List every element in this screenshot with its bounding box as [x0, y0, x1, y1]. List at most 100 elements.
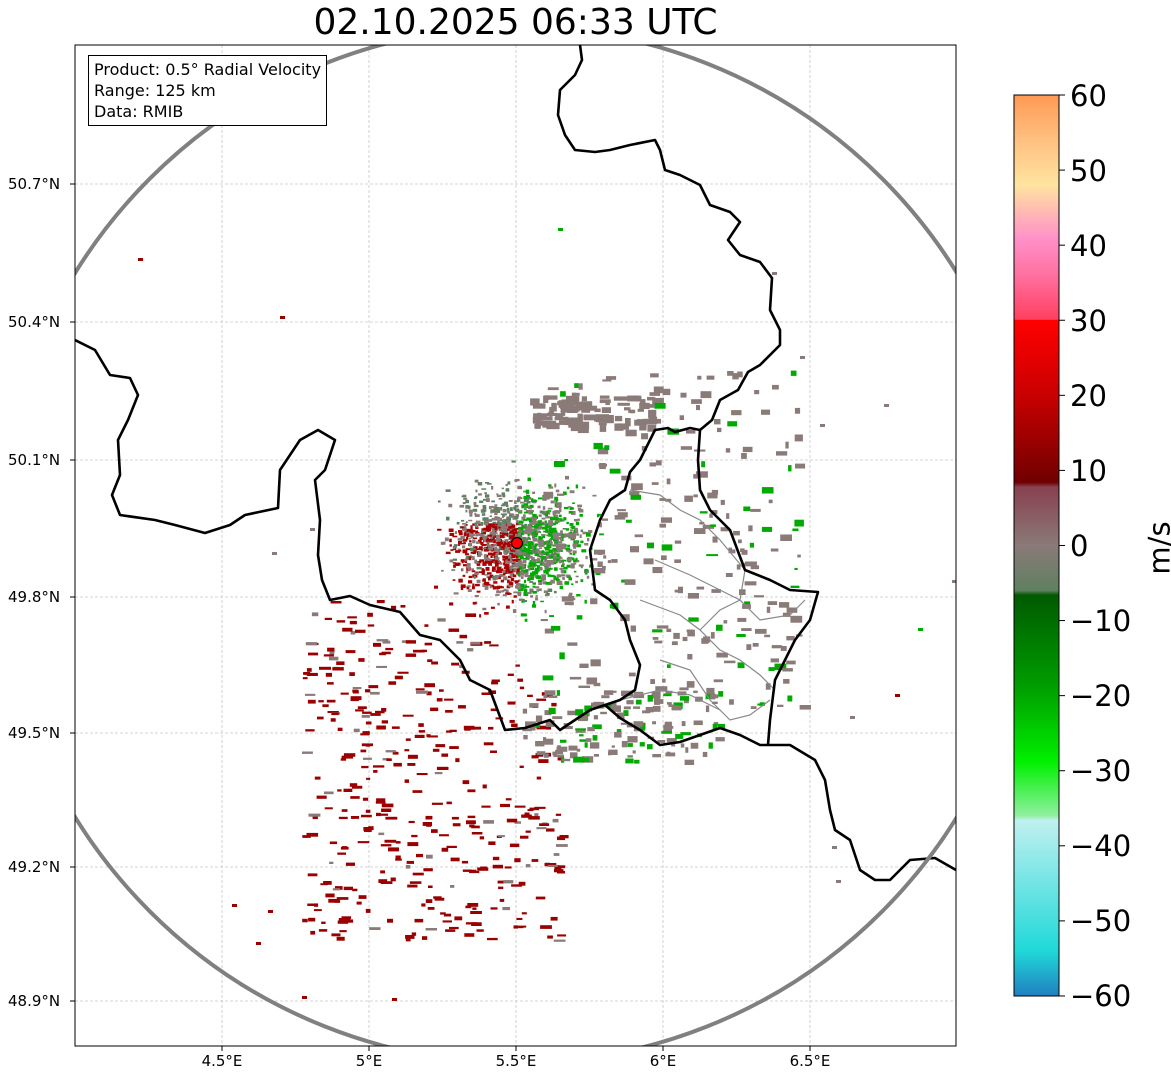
echo-cell — [502, 562, 506, 565]
echo-cell — [559, 567, 564, 570]
echo-cell — [474, 496, 478, 499]
echo-cell — [746, 644, 752, 650]
echo-cell — [388, 681, 397, 685]
echo-cell — [490, 750, 497, 753]
echo-cell — [507, 511, 511, 514]
echo-cell — [611, 745, 615, 748]
echo-cell — [454, 916, 463, 921]
echo-cell — [567, 506, 572, 508]
echo-cell — [313, 909, 322, 912]
echo-cell — [373, 642, 381, 647]
echo-cell — [895, 694, 900, 697]
echo-cell — [679, 415, 684, 420]
echo-cell — [355, 709, 364, 712]
echo-cell — [555, 521, 558, 525]
echo-cell — [575, 580, 578, 584]
echo-cell — [435, 744, 446, 748]
echo-cell — [302, 751, 313, 754]
echo-cell — [499, 517, 503, 521]
echo-cell — [661, 730, 672, 734]
echo-cell — [554, 503, 558, 508]
echo-cell — [573, 529, 579, 534]
echo-cell — [451, 662, 460, 666]
echo-cell — [407, 842, 419, 847]
echo-cell — [332, 888, 340, 891]
echo-cell — [562, 563, 565, 566]
echo-cell — [544, 547, 550, 551]
echo-cell — [318, 929, 328, 932]
echo-cell — [557, 836, 565, 841]
echo-cell — [792, 528, 799, 532]
echo-cell — [550, 916, 558, 921]
echo-cell — [493, 543, 498, 547]
echo-cell — [524, 585, 530, 588]
echo-cell — [425, 899, 433, 903]
echo-cell — [590, 558, 598, 561]
echo-cell — [307, 873, 318, 877]
echo-cell — [529, 574, 534, 577]
echo-cell — [521, 516, 526, 520]
echo-cell — [499, 585, 503, 589]
echo-cell — [505, 592, 511, 595]
echo-cell — [481, 571, 485, 575]
echo-cell — [554, 869, 564, 873]
echo-cell — [534, 535, 538, 538]
echo-cell — [472, 523, 475, 526]
echo-cell — [648, 409, 657, 419]
echo-cell — [453, 564, 456, 568]
echo-cell — [546, 568, 551, 572]
echo-cell — [314, 903, 319, 907]
echo-cell — [527, 524, 532, 526]
echo-cell — [479, 536, 484, 541]
echo-cell — [481, 528, 485, 533]
echo-cell — [546, 563, 552, 567]
echo-cell — [583, 716, 589, 721]
echo-cell — [532, 585, 535, 588]
echo-cell — [411, 932, 417, 936]
echo-cell — [362, 711, 372, 714]
echo-cell — [539, 536, 543, 541]
echo-cell — [513, 507, 517, 511]
echo-cell — [706, 375, 715, 380]
echo-cell — [497, 519, 501, 523]
echo-cell — [382, 758, 390, 761]
echo-cell — [502, 528, 508, 532]
echo-cell — [530, 550, 536, 553]
echo-cell — [629, 491, 640, 496]
echo-cell — [460, 586, 464, 591]
echo-cell — [340, 692, 349, 695]
echo-cell — [341, 809, 348, 812]
echo-cell — [528, 507, 532, 510]
echo-cell — [492, 559, 495, 562]
echo-cell — [491, 679, 500, 682]
echo-cell — [468, 509, 473, 514]
echo-cell — [595, 572, 601, 576]
echo-cell — [633, 721, 644, 727]
echo-cell — [647, 404, 655, 408]
echo-cell — [537, 579, 543, 583]
echo-cell — [541, 692, 547, 696]
echo-cell — [336, 620, 346, 623]
echo-cell — [667, 664, 671, 668]
echo-cell — [580, 403, 586, 411]
echo-cell — [517, 593, 522, 597]
echo-cell — [506, 522, 511, 527]
echo-cell — [483, 549, 489, 552]
echo-cell — [493, 552, 498, 555]
echo-cell — [323, 654, 334, 657]
echo-cell — [496, 589, 499, 591]
echo-cell — [349, 783, 358, 787]
echo-cell — [584, 568, 588, 572]
echo-cell — [337, 852, 346, 855]
echo-cell — [577, 424, 589, 434]
echo-cell — [452, 823, 461, 827]
echo-cell — [553, 538, 557, 542]
echo-cell — [461, 560, 464, 564]
echo-cell — [918, 628, 923, 631]
echo-cell — [461, 495, 467, 498]
echo-cell — [527, 551, 532, 554]
echo-cell — [518, 554, 524, 558]
echo-cell — [767, 601, 778, 605]
echo-cell — [568, 417, 580, 425]
echo-cell — [523, 735, 528, 740]
